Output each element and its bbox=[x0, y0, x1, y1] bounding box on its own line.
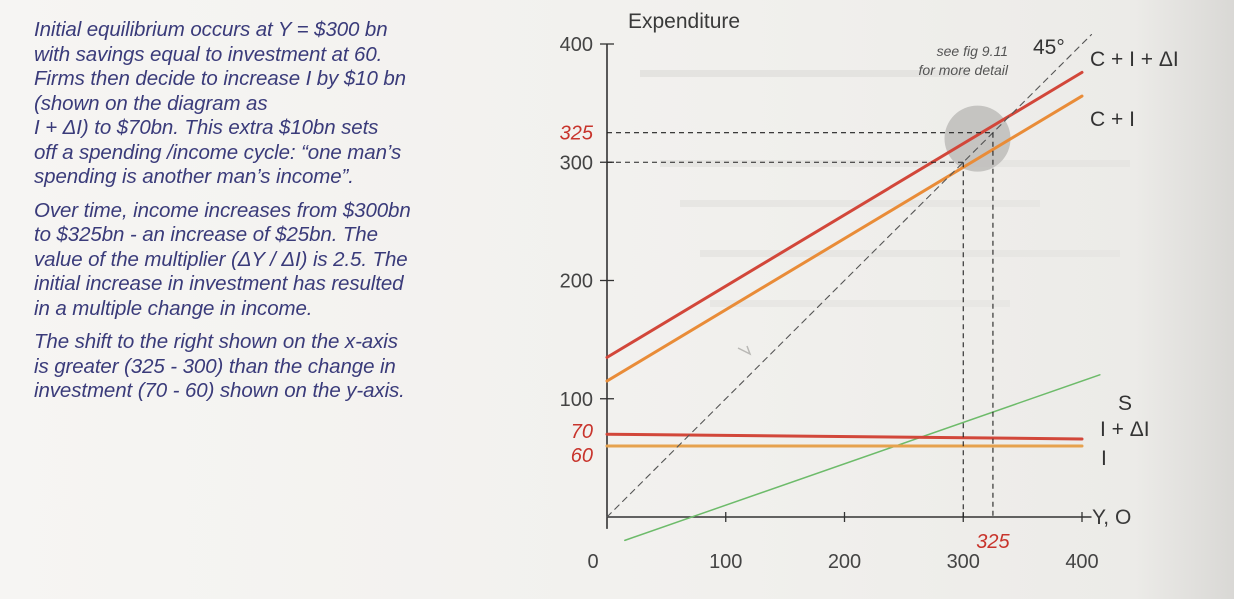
series-label: C + I bbox=[1090, 108, 1135, 131]
equilibrium-highlight-circle bbox=[944, 105, 1011, 172]
y-tick-label: 300 bbox=[560, 152, 593, 174]
guide-45-label: 45° bbox=[1033, 36, 1065, 59]
note-text: for more detail bbox=[919, 62, 1009, 78]
series-label: C + I + ΔI bbox=[1090, 48, 1179, 71]
highlight-x-label: 325 bbox=[976, 531, 1010, 553]
plot-area: 100 200 300 400 0 100 200 300 400 Expenditure Y, O… bbox=[560, 10, 1179, 573]
x-tick-label: 100 bbox=[709, 551, 742, 573]
x-tick-label: 0 bbox=[587, 551, 598, 573]
y-axis-label: Expenditure bbox=[628, 10, 740, 33]
series-line-c-i bbox=[605, 94, 1084, 383]
x-tick-label: 400 bbox=[1065, 551, 1098, 573]
y-tick-label: 200 bbox=[560, 271, 593, 293]
x-tick-label: 200 bbox=[828, 551, 861, 573]
series-line-i-i bbox=[605, 432, 1084, 441]
explanation-paragraph: Initial equilibrium occurs at Y = $300 b… bbox=[34, 18, 406, 188]
highlight-y-label: 70 bbox=[571, 421, 593, 443]
series-line-45- bbox=[606, 33, 1093, 518]
series-label: S bbox=[1118, 392, 1132, 415]
explanation-paragraph: The shift to the right shown on the x-ax… bbox=[34, 330, 405, 402]
x-axis-label: Y, O bbox=[1092, 506, 1131, 529]
bleed-through-text bbox=[640, 70, 1200, 376]
series-label: I + ΔI bbox=[1100, 418, 1150, 441]
highlight-y-label: 60 bbox=[571, 445, 593, 467]
series-line-c-i-i bbox=[605, 70, 1084, 359]
highlight-y-label: 325 bbox=[560, 123, 594, 145]
note-text: see fig 9.11 bbox=[937, 43, 1008, 59]
y-tick-label: 400 bbox=[560, 34, 593, 56]
y-tick-label: 100 bbox=[560, 389, 593, 411]
explanation-paragraph: Over time, income increases from $300bn … bbox=[34, 198, 411, 320]
explanation-text: Initial equilibrium occurs at Y = $300 b… bbox=[34, 18, 554, 413]
series-line-s bbox=[624, 374, 1101, 542]
bleed-through-lines bbox=[640, 70, 1130, 307]
series-label: I bbox=[1101, 447, 1107, 470]
x-tick-label: 300 bbox=[947, 551, 980, 573]
stray-mark bbox=[737, 345, 752, 356]
